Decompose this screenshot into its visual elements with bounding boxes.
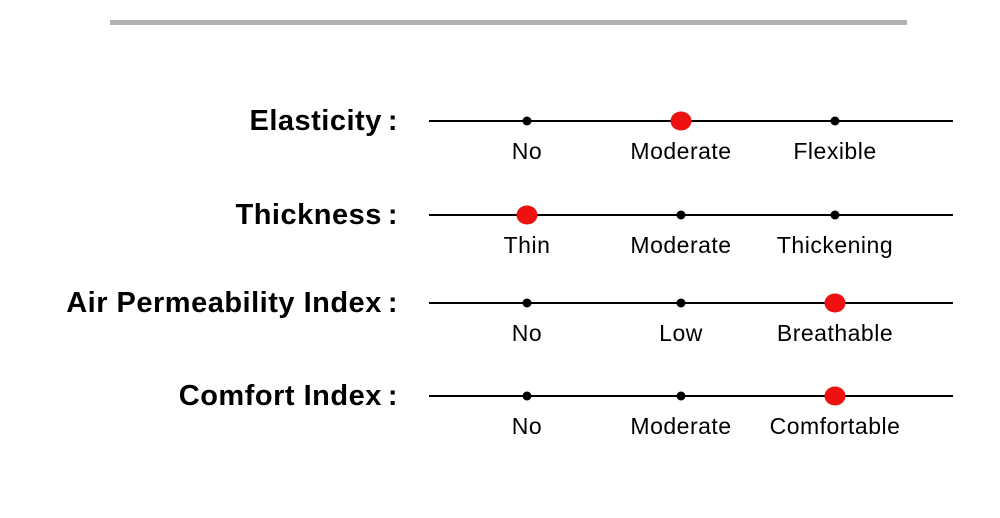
scale-dot bbox=[824, 293, 846, 313]
scale-option-label: Moderate bbox=[630, 413, 732, 439]
attribute-label-colon: : bbox=[387, 287, 398, 319]
attribute-label-colon: : bbox=[387, 199, 398, 231]
scale-option-label: Low bbox=[659, 320, 703, 346]
attribute-label-colon: : bbox=[387, 380, 398, 412]
attribute-label: Elasticity: bbox=[0, 103, 398, 139]
scale-dot bbox=[522, 298, 532, 308]
scale-dot bbox=[516, 205, 538, 225]
scale-option-label: No bbox=[511, 138, 543, 164]
scale-dot bbox=[676, 298, 686, 308]
attribute-row: Elasticity: No Moderate Flexible bbox=[0, 91, 1000, 181]
scale-line bbox=[429, 214, 953, 216]
attribute-label: Thickness: bbox=[0, 197, 398, 233]
attribute-label: Comfort Index: bbox=[0, 378, 398, 414]
scale-option-label: Moderate bbox=[630, 232, 732, 258]
scale-option-label: No bbox=[511, 320, 543, 346]
scale-option-label: Moderate bbox=[630, 138, 732, 164]
attribute-label-text: Thickness bbox=[235, 199, 382, 231]
attribute-row: Thickness: Thin Moderate Thickening bbox=[0, 185, 1000, 275]
attribute-label-text: Air Permeability Index bbox=[66, 287, 382, 319]
attribute-row: Comfort Index: No Moderate Comfortable bbox=[0, 366, 1000, 456]
scale-option-label: Thin bbox=[503, 232, 551, 258]
scale-dot bbox=[676, 210, 686, 220]
scale-line bbox=[429, 302, 953, 304]
scale-option-label: No bbox=[511, 413, 543, 439]
scale-dot bbox=[824, 386, 846, 406]
scale-dot bbox=[522, 116, 532, 126]
attribute-label: Air Permeability Index: bbox=[0, 285, 398, 321]
scale-dot bbox=[522, 391, 532, 401]
scale-line bbox=[429, 395, 953, 397]
scale-option-label: Comfortable bbox=[769, 413, 901, 439]
scale-option-label: Thickening bbox=[776, 232, 894, 258]
top-divider-rule bbox=[110, 20, 907, 25]
scale-option-label: Breathable bbox=[776, 320, 894, 346]
scale-dot bbox=[670, 111, 692, 131]
scale-dot bbox=[676, 391, 686, 401]
scale-option-label: Flexible bbox=[793, 138, 877, 164]
attribute-label-text: Comfort Index bbox=[178, 380, 382, 412]
attribute-label-colon: : bbox=[387, 105, 398, 137]
attribute-label-text: Elasticity bbox=[249, 105, 382, 137]
scale-dot bbox=[830, 116, 840, 126]
scale-dot bbox=[830, 210, 840, 220]
attribute-row: Air Permeability Index: No Low Breathabl… bbox=[0, 273, 1000, 363]
